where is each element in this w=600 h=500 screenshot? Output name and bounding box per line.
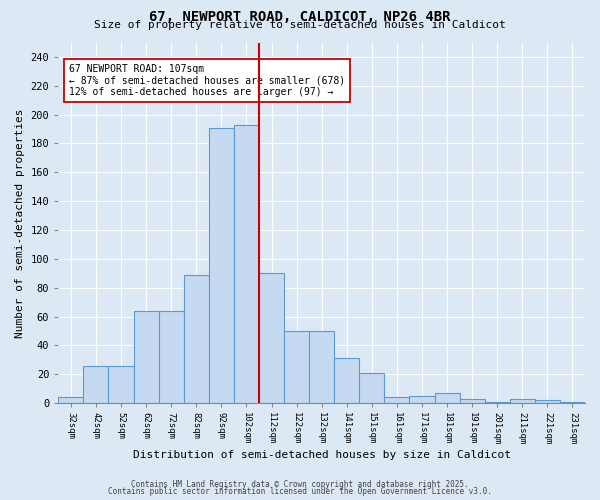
Bar (434, 393, 460, 403)
Bar (309, 331, 334, 403)
Bar (460, 399, 485, 403)
Text: Contains public sector information licensed under the Open Government Licence v3: Contains public sector information licen… (108, 487, 492, 496)
Bar (134, 311, 158, 403)
Text: Size of property relative to semi-detached houses in Caldicot: Size of property relative to semi-detach… (94, 20, 506, 30)
Bar (184, 275, 209, 403)
Bar (58, 398, 83, 403)
Text: 67 NEWPORT ROAD: 107sqm
← 87% of semi-detached houses are smaller (678)
12% of s: 67 NEWPORT ROAD: 107sqm ← 87% of semi-de… (69, 64, 345, 98)
Text: 67, NEWPORT ROAD, CALDICOT, NP26 4BR: 67, NEWPORT ROAD, CALDICOT, NP26 4BR (149, 10, 451, 24)
Bar (385, 398, 409, 403)
Bar (234, 124, 259, 403)
Bar (359, 373, 385, 403)
Bar (560, 402, 585, 403)
Bar (209, 128, 234, 403)
Bar (510, 399, 535, 403)
Bar (109, 366, 134, 403)
Bar (409, 396, 434, 403)
Bar (485, 402, 510, 403)
Text: Contains HM Land Registry data © Crown copyright and database right 2025.: Contains HM Land Registry data © Crown c… (131, 480, 469, 489)
Bar (158, 311, 184, 403)
Y-axis label: Number of semi-detached properties: Number of semi-detached properties (15, 108, 25, 338)
X-axis label: Distribution of semi-detached houses by size in Caldicot: Distribution of semi-detached houses by … (133, 450, 511, 460)
Bar (334, 358, 359, 403)
Bar (535, 400, 560, 403)
Bar (259, 274, 284, 403)
Bar (83, 366, 109, 403)
Bar (284, 331, 309, 403)
